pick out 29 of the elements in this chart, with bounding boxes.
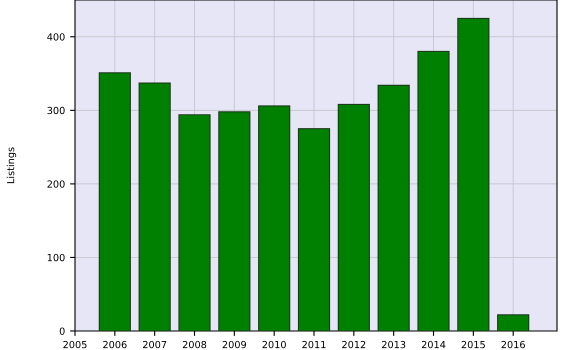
y-tick-label: 0 [60, 327, 65, 335]
bar [138, 82, 171, 331]
bar [178, 114, 211, 331]
y-tick-label: 200 [47, 180, 65, 188]
x-tick-label: 2008 [182, 340, 206, 348]
x-tick-label: 2006 [103, 340, 127, 348]
y-tick-label: 100 [48, 254, 65, 262]
bar [497, 314, 530, 331]
bar [378, 84, 410, 331]
y-tick-label: 400 [47, 33, 65, 41]
y-axis-title: Listings [6, 147, 16, 184]
x-tick-label: 2005 [63, 340, 87, 348]
x-tick-label: 2015 [462, 340, 485, 348]
x-tick-label: 2012 [342, 340, 366, 348]
x-tick-label: 2007 [143, 340, 166, 348]
bar [457, 18, 490, 331]
x-tick-label: 2013 [382, 340, 406, 348]
bar [338, 104, 370, 331]
x-tick-label: 2009 [222, 340, 246, 348]
x-tick-label: 2010 [262, 340, 286, 348]
y-tick-label: 300 [47, 106, 65, 114]
bar [417, 50, 450, 331]
x-tick-label: 2016 [502, 340, 525, 348]
bar [298, 128, 330, 331]
bar [218, 111, 250, 331]
x-tick-label: 2011 [302, 340, 326, 348]
bar [258, 105, 290, 331]
x-tick-label: 2014 [422, 340, 446, 348]
bar [98, 72, 131, 331]
